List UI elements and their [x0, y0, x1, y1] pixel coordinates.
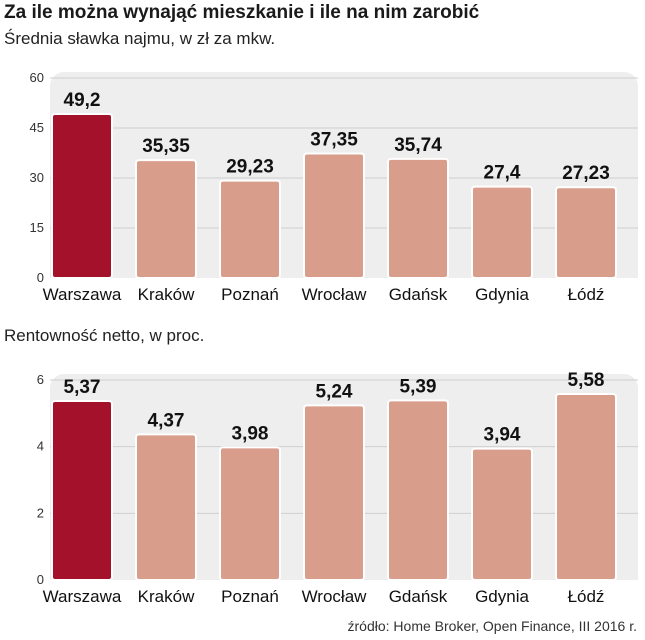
bar-value-label: 35,74 [394, 135, 442, 156]
y-tick-label: 60 [30, 70, 44, 85]
bar [555, 393, 617, 581]
y-tick-label: 15 [30, 220, 44, 235]
bar-value-label: 35,35 [142, 136, 190, 157]
y-tick-label: 4 [37, 439, 44, 454]
category-label: Warszawa [43, 285, 122, 304]
bar-value-label: 27,4 [484, 163, 521, 184]
net-yield-chart: 0 2 4 6 5,37 Warszawa 4,37 Kraków 3,98 Poznań 5,24… [37, 370, 638, 606]
y-tick-label: 45 [30, 120, 44, 135]
bar-value-label: 4,37 [148, 410, 185, 431]
rent-price-chart: 0 15 30 45 60 49,2 Warszawa 35,35 Kraków 29,23 Poz… [30, 70, 638, 304]
category-label: Kraków [138, 285, 195, 304]
bar-value-label: 5,39 [400, 376, 437, 397]
category-label: Wrocław [302, 285, 368, 304]
category-label: Gdańsk [389, 587, 448, 606]
page-title: Za ile można wynająć mieszkanie i ile na… [4, 2, 480, 23]
bar-value-label: 49,2 [64, 90, 101, 111]
bar [303, 152, 365, 279]
bar [303, 404, 365, 582]
bar [135, 433, 197, 582]
chart-2-title: Rentowność netto, w proc. [4, 326, 205, 345]
bar [135, 159, 197, 279]
category-label: Warszawa [43, 587, 122, 606]
category-label: Gdynia [475, 285, 529, 304]
y-tick-label: 6 [37, 372, 44, 387]
category-label: Gdańsk [389, 285, 448, 304]
bar-value-label: 3,98 [232, 423, 269, 444]
source-note: źródło: Home Broker, Open Finance, III 2… [347, 618, 637, 634]
bar [387, 399, 449, 582]
category-label: Kraków [138, 587, 195, 606]
y-tick-label: 2 [37, 505, 44, 520]
bar [555, 186, 617, 279]
bar-value-label: 3,94 [484, 425, 521, 446]
bar [219, 179, 281, 279]
bar [51, 113, 113, 279]
y-tick-label: 0 [37, 572, 44, 587]
bar-value-label: 5,58 [568, 370, 605, 391]
category-label: Gdynia [475, 587, 529, 606]
bar [219, 446, 281, 582]
bar-value-label: 5,24 [316, 381, 353, 402]
bar [51, 400, 113, 581]
chart-1-title: Średnia sławka najmu, w zł za mkw. [4, 29, 276, 48]
category-label: Poznań [221, 285, 279, 304]
category-label: Łódź [568, 587, 605, 606]
bar-value-label: 5,37 [64, 377, 101, 398]
bar-value-label: 29,23 [226, 157, 274, 178]
bar [471, 185, 533, 279]
bar-value-label: 37,35 [310, 130, 358, 151]
bar [387, 157, 449, 279]
category-label: Poznań [221, 587, 279, 606]
bar-value-label: 27,23 [562, 163, 610, 184]
bar [471, 447, 533, 581]
category-label: Łódź [568, 285, 605, 304]
y-tick-label: 0 [37, 270, 44, 285]
category-label: Wrocław [302, 587, 368, 606]
y-tick-label: 30 [30, 170, 44, 185]
